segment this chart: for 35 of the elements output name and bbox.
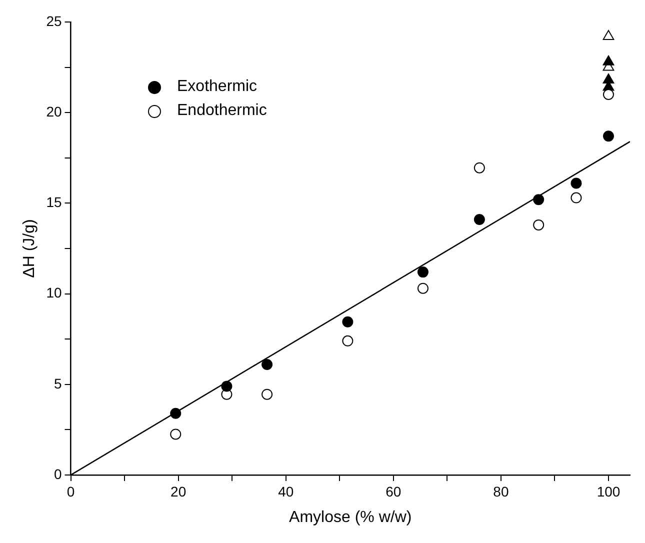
point [342, 316, 354, 328]
point [342, 335, 354, 346]
y-axis-title: ΔH (J/g) [21, 219, 38, 278]
legend-label: Exothermic [177, 78, 258, 96]
y-tick-label: 5 [54, 375, 62, 392]
point [221, 380, 232, 392]
point [474, 214, 485, 226]
point [262, 388, 273, 400]
y-tick-label: 25 [46, 12, 62, 29]
x-tick-label: 80 [493, 483, 509, 500]
legend-label: Endothermic [177, 102, 267, 120]
x-tick-label: 100 [596, 483, 620, 500]
point [533, 219, 544, 230]
point [170, 408, 182, 419]
y-tick-label: 20 [46, 103, 62, 120]
x-axis-title: Amylose (% w/w) [289, 508, 412, 526]
point [533, 194, 544, 206]
x-tick-label: 40 [278, 483, 294, 500]
x-tick-label: 60 [386, 483, 402, 500]
point [570, 192, 582, 204]
point [417, 266, 428, 278]
point [602, 55, 614, 66]
x-tick-label: 20 [170, 483, 186, 500]
y-tick-label: 0 [54, 466, 62, 482]
point [417, 282, 428, 294]
point [570, 178, 582, 189]
point [602, 130, 614, 142]
point [602, 30, 614, 40]
x-tick-label: 0 [66, 483, 75, 500]
y-tick-label: 10 [46, 284, 62, 301]
point [602, 88, 614, 100]
y-tick-label: 15 [46, 194, 62, 210]
point [262, 358, 273, 370]
point [474, 162, 485, 174]
point [170, 428, 182, 440]
